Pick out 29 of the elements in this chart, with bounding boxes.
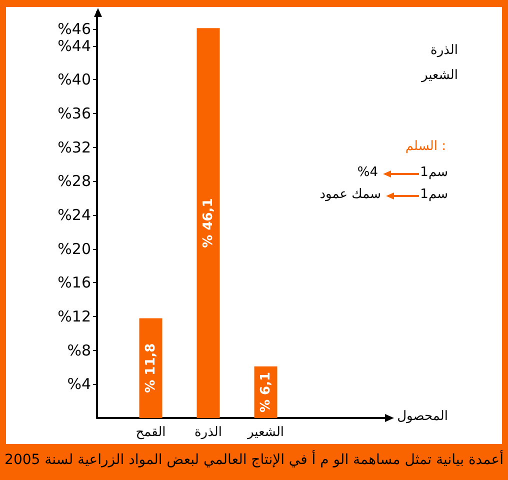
text: %4 [357, 165, 378, 180]
data-label: % 46,1 [200, 198, 216, 248]
x-tick-label: الذرة [194, 425, 222, 440]
data-label: % 11,8 [143, 343, 158, 393]
y-tick-label: %24 [58, 206, 91, 224]
x-tick-label: الشعير [246, 425, 284, 440]
text: السلم : [405, 139, 446, 154]
bar [139, 318, 162, 418]
y-tick-label: %8 [67, 341, 91, 360]
y-tick-label: %20 [58, 240, 91, 258]
y-tick-label: %36 [58, 104, 91, 122]
y-tick-label: %16 [58, 274, 91, 292]
text: 1سم [420, 187, 448, 202]
text: 1سم [420, 165, 448, 180]
data-label: % 6,1 [258, 372, 274, 412]
y-tick-label: %40 [58, 70, 91, 89]
text: أعمدة بيانية تمثل مساهمة الو م أ في الإنتاج العالمي لبعض المواد الزراعية لسنة 2005 [4, 450, 504, 468]
text: المحصول [397, 409, 448, 424]
y-tick-label: %32 [58, 138, 91, 156]
x-tick-label: القمح [136, 425, 166, 440]
y-tick-label: %12 [58, 308, 91, 326]
text: الشعير [420, 68, 458, 83]
y-tick-label: %28 [58, 172, 91, 190]
y-tick-label: %44 [58, 36, 91, 55]
text: سمك عمود [320, 187, 382, 202]
y-tick-label: %4 [67, 375, 91, 394]
bar [196, 28, 220, 418]
text: الذرة [430, 43, 458, 58]
y-tick-label: %46 [58, 20, 91, 38]
